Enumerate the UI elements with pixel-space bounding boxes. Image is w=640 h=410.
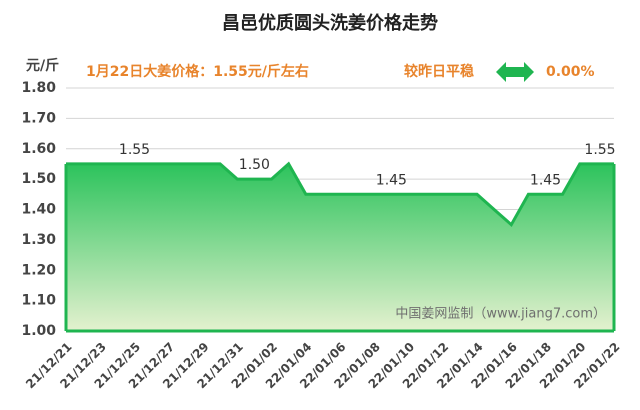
y-tick-label: 1.60 xyxy=(21,141,56,157)
y-tick-label: 1.50 xyxy=(21,171,56,187)
flat-arrow-icon xyxy=(496,62,534,82)
area-fill xyxy=(66,163,614,331)
y-tick-label: 1.70 xyxy=(21,110,56,126)
y-tick-label: 1.40 xyxy=(21,202,56,218)
watermark: 中国姜网监制（www.jiang7.com） xyxy=(395,307,606,322)
y-tick-label: 1.00 xyxy=(21,323,56,339)
value-label: 1.55 xyxy=(584,142,615,158)
y-tick-label: 1.80 xyxy=(21,80,56,96)
y-axis-label: 元/斤 xyxy=(26,57,59,74)
change-percent: 0.00% xyxy=(546,64,595,80)
value-label: 1.45 xyxy=(530,172,561,188)
value-label: 1.55 xyxy=(119,142,150,158)
value-label: 1.50 xyxy=(239,157,270,173)
y-tick-label: 1.10 xyxy=(21,293,56,309)
trend-note: 较昨日平稳 xyxy=(404,63,474,80)
y-tick-label: 1.20 xyxy=(21,262,56,278)
price-note: 1月22日大姜价格：1.55元/斤左右 xyxy=(86,63,309,80)
chart-title: 昌邑优质圆头洗姜价格走势 xyxy=(222,12,438,34)
y-tick-label: 1.30 xyxy=(21,232,56,248)
area-line xyxy=(66,161,614,228)
value-label: 1.45 xyxy=(376,172,407,188)
